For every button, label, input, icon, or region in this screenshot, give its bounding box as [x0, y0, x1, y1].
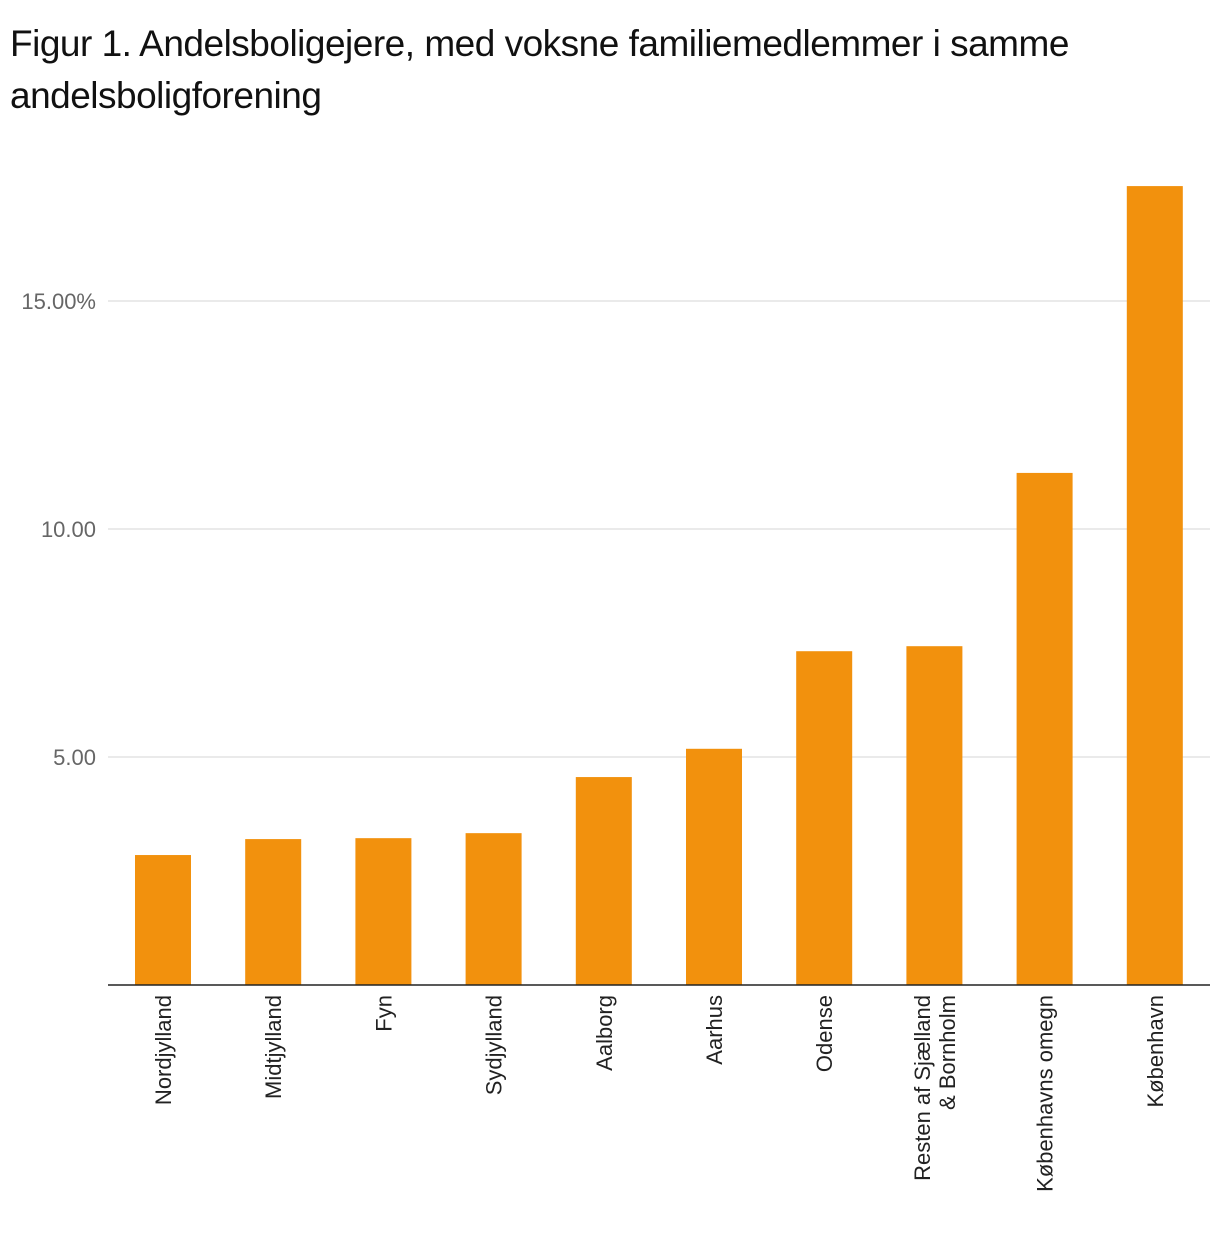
y-tick-label: 5.00	[53, 745, 96, 770]
bar	[135, 855, 191, 985]
x-tick-label: Sydjylland	[482, 995, 507, 1095]
chart-title: Figur 1. Andelsboligejere, med voksne fa…	[10, 23, 1069, 116]
x-tick-label: Resten af Sjælland& Bornholm	[910, 995, 960, 1181]
x-tick-label: Nordjylland	[151, 995, 176, 1105]
x-tick-label: Aalborg	[592, 995, 617, 1071]
bar	[686, 748, 742, 985]
bar	[355, 838, 412, 985]
bar	[465, 833, 522, 985]
bar	[796, 651, 853, 985]
x-tick-label: Aarhus	[702, 995, 727, 1065]
x-tick-label: Midtjylland	[261, 995, 286, 1099]
x-tick-label: København	[1143, 995, 1168, 1108]
x-tick-label: Københavns omegn	[1033, 995, 1058, 1192]
bar	[575, 777, 632, 985]
bar	[1016, 472, 1073, 985]
bar	[1126, 186, 1183, 985]
bar	[906, 646, 963, 985]
bar	[245, 839, 302, 985]
x-tick-label: Odense	[812, 995, 837, 1072]
x-tick-label: Fyn	[371, 995, 396, 1032]
y-tick-label: 15.00%	[21, 289, 96, 314]
y-tick-label: 10.00	[41, 517, 96, 542]
